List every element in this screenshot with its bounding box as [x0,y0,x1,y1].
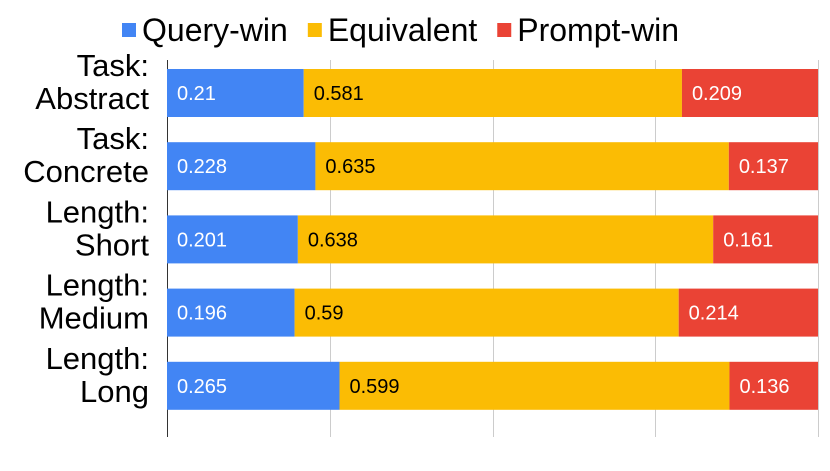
data-label: 0.265 [177,376,227,398]
bar-segment [167,69,304,117]
category-label: Task: Concrete [23,121,149,189]
category-label-line: Task: [77,48,149,83]
legend-swatch [497,23,512,37]
category-label-line: Medium [39,301,149,336]
legend-label: Equivalent [328,12,478,48]
data-label: 0.59 [305,303,344,325]
category-label-line: Long [80,374,149,409]
data-label: 0.209 [692,83,742,105]
data-label: 0.638 [308,229,358,251]
category-label: Length: Long [46,341,149,409]
legend: Query-win Equivalent Prompt-win [122,12,679,48]
legend-label: Query-win [142,12,288,48]
data-label: 0.581 [314,83,364,105]
category-label: Length: Medium [39,268,149,336]
category-label-line: Length: [46,268,149,303]
category-label-line: Length: [46,194,149,229]
bar-segment [729,361,818,410]
bar-segment [167,215,298,264]
data-label: 0.214 [689,303,739,325]
category-label-line: Length: [46,341,149,376]
bar-segment [297,215,714,264]
data-label: 0.599 [350,376,400,398]
bar-segment [339,361,730,410]
bar-segment [167,361,340,410]
category-label-line: Abstract [35,81,149,116]
category-label: Length: Short [46,194,150,262]
bar-segment [167,288,295,337]
data-label: 0.635 [325,156,375,178]
bar-segment [315,142,729,191]
bar-segment [713,215,818,264]
bar-segment [728,142,818,191]
legend-swatch [307,23,322,37]
category-label: Task: Abstract [35,48,149,116]
data-label: 0.196 [177,303,227,325]
data-label: 0.201 [177,229,227,251]
category-label-line: Task: [77,121,149,156]
bars: 0.21 0.581 0.209 0.228 0.635 0.137 0.201 0.638 0… [167,69,818,410]
category-label-line: Concrete [23,154,149,189]
data-label: 0.136 [739,376,789,398]
legend-label: Prompt-win [517,12,679,48]
bar-segment [167,142,316,191]
bar-segment [303,69,682,117]
data-label: 0.228 [177,156,227,178]
legend-swatch [122,23,136,37]
bar-segment [294,288,679,337]
bar-segment [681,69,818,117]
category-label-line: Short [75,227,149,262]
data-label: 0.21 [177,83,216,105]
data-label: 0.161 [723,229,773,251]
data-label: 0.137 [739,156,789,178]
bar-segment [678,288,818,337]
